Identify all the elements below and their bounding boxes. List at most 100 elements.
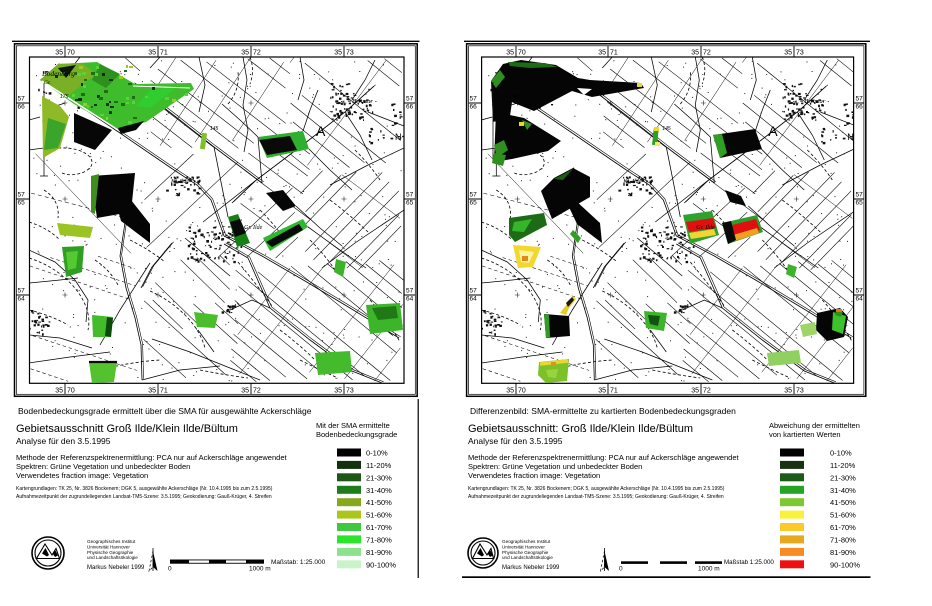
svg-text:70: 70: [518, 50, 526, 57]
svg-text:57: 57: [856, 192, 864, 199]
svg-text:11-20%: 11-20%: [830, 461, 856, 470]
svg-text:70: 70: [518, 388, 526, 395]
svg-text:90-100%: 90-100%: [366, 560, 396, 569]
svg-text:0-10%: 0-10%: [366, 449, 388, 458]
svg-text:Gr.: Gr.: [44, 80, 51, 86]
svg-text:Verwendetes fraction image: Ve: Verwendetes fraction image: Vegetation: [16, 471, 148, 480]
svg-text:von kartierten Werten: von kartierten Werten: [769, 430, 841, 439]
svg-text:Bodenburg: Bodenburg: [42, 69, 75, 78]
svg-text:Gebietsausschnitt: Groß Ilde/K: Gebietsausschnitt: Groß Ilde/Klein Ilde/…: [468, 423, 693, 435]
svg-text:Universität Hannover: Universität Hannover: [502, 544, 545, 549]
svg-text:66: 66: [470, 104, 478, 111]
svg-text:1000 m: 1000 m: [698, 566, 720, 573]
svg-text:A: A: [768, 123, 778, 139]
svg-text:70: 70: [67, 50, 75, 57]
svg-text:35: 35: [784, 50, 792, 57]
svg-text:35: 35: [148, 388, 156, 395]
svg-text:73: 73: [796, 388, 804, 395]
svg-text:145: 145: [662, 126, 671, 132]
svg-text:35: 35: [148, 50, 156, 57]
svg-text:73: 73: [346, 388, 354, 395]
svg-text:61-70%: 61-70%: [366, 523, 392, 532]
svg-text:57: 57: [18, 96, 26, 103]
svg-text:und Landschaftsökologie: und Landschaftsökologie: [87, 555, 138, 560]
svg-text:35: 35: [506, 50, 514, 57]
svg-text:71-80%: 71-80%: [366, 535, 392, 544]
svg-text:35: 35: [334, 388, 342, 395]
svg-text:66: 66: [856, 104, 864, 111]
svg-text:71-80%: 71-80%: [830, 535, 856, 544]
svg-text:31-40%: 31-40%: [830, 486, 856, 495]
svg-text:Geographisches Institut: Geographisches Institut: [87, 539, 136, 544]
svg-text:Kartengrundlagen: TK 25, Nr. 3: Kartengrundlagen: TK 25, Nr. 3826 Bocken…: [16, 486, 273, 492]
svg-text:70: 70: [67, 388, 75, 395]
svg-text:73: 73: [346, 50, 354, 57]
svg-text:175: 175: [60, 94, 69, 100]
svg-text:35: 35: [241, 50, 249, 57]
svg-text:72: 72: [703, 388, 711, 395]
svg-text:Maßstab 1:25.000: Maßstab 1:25.000: [724, 559, 774, 566]
svg-text:Markus Nebeler 1999: Markus Nebeler 1999: [87, 565, 145, 571]
svg-text:0: 0: [619, 566, 623, 573]
svg-text:65: 65: [856, 200, 864, 207]
svg-text:N: N: [395, 132, 402, 142]
svg-text:65: 65: [470, 200, 478, 207]
svg-text:41-50%: 41-50%: [366, 498, 392, 507]
svg-text:64: 64: [406, 296, 414, 303]
svg-text:35: 35: [55, 388, 63, 395]
svg-text:64: 64: [18, 296, 26, 303]
svg-text:65: 65: [18, 200, 26, 207]
svg-text:0: 0: [168, 566, 172, 573]
svg-text:35: 35: [334, 50, 342, 57]
svg-text:N: N: [847, 132, 854, 142]
svg-text:Spektren: Grüne Vegetation und: Spektren: Grüne Vegetation und unbedeckt…: [16, 462, 190, 471]
svg-text:35: 35: [598, 388, 606, 395]
svg-text:57: 57: [406, 96, 414, 103]
svg-text:71: 71: [610, 388, 618, 395]
svg-text:41-50%: 41-50%: [830, 498, 856, 507]
svg-text:72: 72: [253, 50, 261, 57]
svg-text:51-60%: 51-60%: [830, 511, 856, 520]
svg-text:35: 35: [598, 50, 606, 57]
svg-text:31-40%: 31-40%: [366, 486, 392, 495]
svg-text:35: 35: [784, 388, 792, 395]
svg-text:Bettmar: Bettmar: [804, 98, 825, 105]
svg-text:Markus Nebeler 1999: Markus Nebeler 1999: [502, 565, 560, 571]
svg-text:Abweichung der ermittelten: Abweichung der ermittelten: [769, 421, 860, 430]
svg-text:Analyse für den 3.5.1995: Analyse für den 3.5.1995: [16, 436, 111, 446]
svg-text:57: 57: [856, 288, 864, 295]
svg-text:Methode der Referenzspektrener: Methode der Referenzspektrenermittlung: …: [468, 453, 739, 462]
svg-text:61-70%: 61-70%: [830, 523, 856, 532]
svg-text:90-100%: 90-100%: [830, 560, 860, 569]
svg-text:11-20%: 11-20%: [366, 461, 392, 470]
svg-text:35: 35: [691, 388, 699, 395]
svg-text:64: 64: [470, 296, 478, 303]
svg-text:65: 65: [406, 200, 414, 207]
svg-text:Maßstab: 1:25.000: Maßstab: 1:25.000: [271, 559, 326, 566]
svg-text:35: 35: [691, 50, 699, 57]
svg-text:Bettmar: Bettmar: [352, 98, 373, 105]
svg-text:21-30%: 21-30%: [830, 473, 856, 482]
svg-text:145: 145: [210, 126, 219, 132]
svg-text:A: A: [316, 123, 326, 139]
svg-text:64: 64: [856, 296, 864, 303]
svg-text:Kl. Ilde: Kl. Ilde: [622, 179, 641, 185]
svg-text:165: 165: [137, 223, 146, 229]
svg-text:57: 57: [470, 96, 478, 103]
svg-text:Gr. Ilde: Gr. Ilde: [696, 225, 715, 231]
svg-text:35: 35: [241, 388, 249, 395]
svg-text:71: 71: [160, 50, 168, 57]
svg-text:Aufnahmezeitpunkt der zugrunde: Aufnahmezeitpunkt der zugrundeliegenden …: [468, 494, 724, 500]
svg-text:57: 57: [470, 192, 478, 199]
svg-text:Differenzenbild: SMA-ermittelt: Differenzenbild: SMA-ermittelte zu karti…: [470, 406, 736, 416]
svg-text:35: 35: [55, 50, 63, 57]
svg-text:72: 72: [703, 50, 711, 57]
svg-text:57: 57: [470, 288, 478, 295]
svg-text:und Landschaftsökologie: und Landschaftsökologie: [502, 555, 553, 560]
svg-text:Physische Geographie: Physische Geographie: [87, 550, 134, 555]
svg-text:Methode der Referenzspektrener: Methode der Referenzspektrenermittlung: …: [16, 453, 287, 462]
svg-text:165: 165: [589, 223, 598, 229]
svg-text:21-30%: 21-30%: [366, 473, 392, 482]
svg-text:81-90%: 81-90%: [830, 548, 856, 557]
svg-text:57: 57: [406, 288, 414, 295]
